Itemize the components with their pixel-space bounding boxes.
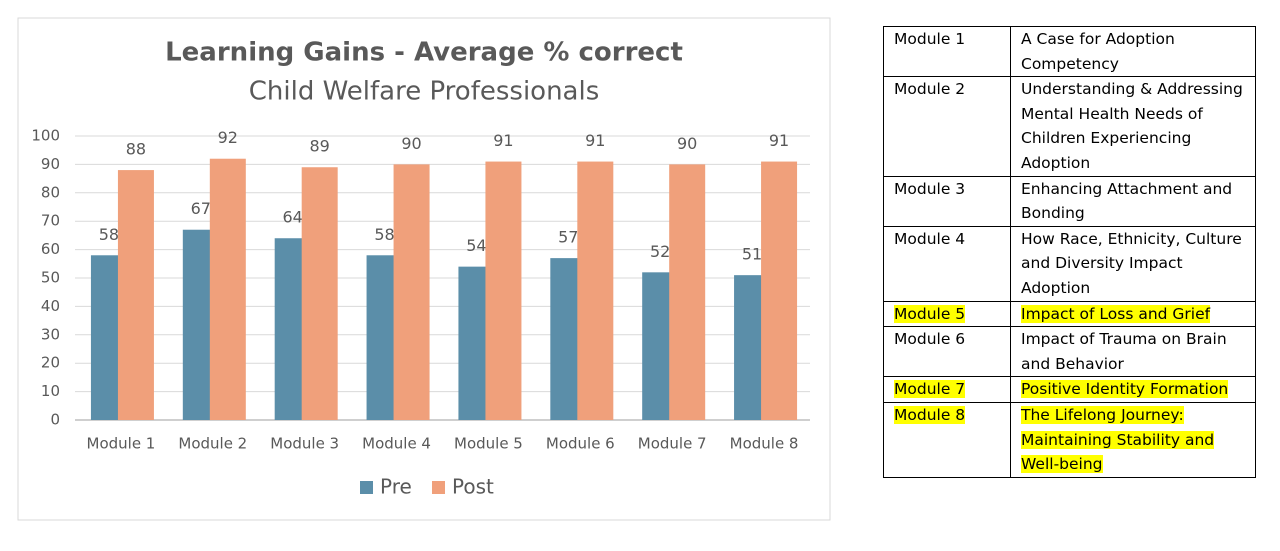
data-label: 58 [99, 225, 119, 244]
module-name: Module 8 [894, 405, 966, 424]
data-label: 57 [558, 228, 578, 247]
data-label: 91 [493, 131, 513, 150]
table-row: Module 2 Understanding & Addressing Menta… [883, 76, 1256, 177]
y-tick-label: 100 [31, 127, 60, 145]
module-name: Module 3 [894, 179, 966, 198]
chart: Learning Gains - Average % correct Child… [17, 17, 831, 521]
module-title: Enhancing Attachment and Bonding [1021, 179, 1233, 223]
x-tick-label: Module 4 [362, 435, 431, 453]
table-cell: Module 5 [883, 300, 1011, 328]
module-name: Module 1 [894, 30, 966, 48]
bar [485, 161, 522, 420]
module-title: Positive Identity Formation [1021, 380, 1229, 399]
data-label: 51 [742, 245, 762, 264]
module-title: The Lifelong Journey: Maintaining Stabil… [1021, 405, 1215, 474]
y-tick-label: 90 [41, 155, 60, 173]
table-cell: A Case for Adoption Competency [1010, 25, 1256, 78]
table-cell: Positive Identity Formation [1010, 376, 1256, 403]
x-tick-label: Module 1 [87, 435, 156, 453]
table-row: Module 7 Positive Identity Formation [883, 376, 1256, 403]
data-label: 89 [310, 137, 330, 156]
x-tick-label: Module 6 [546, 435, 615, 453]
chart-title: Learning Gains - Average % correct [165, 38, 683, 68]
table-cell: Module 4 [883, 225, 1011, 302]
module-name: Module 6 [894, 330, 966, 349]
data-label: 90 [401, 134, 421, 153]
table-row: Module 4 How Race, Ethnicity, Culture and… [883, 225, 1256, 302]
chart-subtitle: Child Welfare Professionals [249, 77, 600, 107]
y-tick-label: 10 [41, 382, 60, 400]
legend-swatch [360, 481, 373, 494]
module-name: Module 7 [894, 380, 966, 399]
table-cell: Understanding & Addressing Mental Health… [1010, 76, 1256, 177]
bar [209, 158, 246, 420]
table-row: Module 6 Impact of Trauma on Brain and Be… [883, 326, 1256, 378]
y-tick-label: 20 [41, 354, 60, 372]
x-tick-label: Module 7 [638, 435, 707, 453]
y-tick-label: 70 [41, 212, 60, 230]
legend-label: Post [452, 475, 494, 499]
y-tick-label: 0 [50, 411, 60, 429]
x-tick-label: Module 3 [270, 435, 339, 453]
table-cell: Module 6 [883, 326, 1011, 378]
module-name: Module 2 [894, 80, 966, 99]
data-label: 67 [191, 199, 211, 218]
table-row: Module 3 Enhancing Attachment and Bonding [883, 175, 1256, 227]
bar [393, 164, 430, 420]
table-row: Module 1 A Case for Adoption Competency [883, 25, 1256, 78]
module-title: Impact of Loss and Grief [1021, 304, 1211, 323]
data-label: 91 [769, 131, 789, 150]
table-cell: Module 8 [883, 401, 1011, 478]
bar [577, 161, 614, 420]
table-cell: Impact of Trauma on Brain and Behavior [1010, 326, 1256, 378]
data-label: 64 [283, 208, 303, 227]
y-tick-label: 50 [41, 269, 60, 287]
y-tick-label: 30 [41, 325, 60, 343]
x-tick-label: Module 5 [454, 435, 523, 453]
legend-swatch [432, 481, 445, 494]
table-cell: Module 3 [883, 175, 1011, 227]
y-tick-label: 80 [41, 183, 60, 201]
y-tick-label: 40 [41, 297, 60, 315]
data-label: 90 [677, 134, 697, 153]
data-label: 52 [650, 242, 670, 261]
table-cell: The Lifelong Journey: Maintaining Stabil… [1010, 401, 1256, 478]
module-name: Module 4 [894, 229, 966, 248]
data-label: 92 [218, 128, 238, 147]
y-tick-label: 60 [41, 240, 60, 258]
table-cell: Module 2 [883, 76, 1011, 177]
module-title: A Case for Adoption Competency [1021, 30, 1175, 73]
bar [761, 161, 798, 420]
bar [669, 164, 706, 420]
table-cell: Module 1 [883, 25, 1011, 78]
module-title: How Race, Ethnicity, Culture and Diversi… [1021, 229, 1242, 297]
x-tick-label: Module 8 [730, 435, 799, 453]
data-label: 58 [374, 225, 394, 244]
module-title: Impact of Trauma on Brain and Behavior [1021, 330, 1227, 373]
module-name: Module 5 [894, 304, 966, 323]
legend-label: Pre [380, 475, 412, 499]
x-tick-label: Module 2 [178, 435, 247, 453]
data-label: 54 [466, 236, 486, 255]
table-row: Module 8 The Lifelong Journey: Maintainin… [883, 401, 1256, 478]
bar [117, 170, 154, 420]
bar [301, 167, 338, 420]
data-label: 88 [126, 140, 146, 159]
module-title: Understanding & Addressing Mental Health… [1021, 80, 1243, 172]
data-label: 91 [585, 131, 605, 150]
table-cell: Module 7 [883, 376, 1011, 403]
table-cell: How Race, Ethnicity, Culture and Diversi… [1010, 225, 1256, 302]
table-cell: Enhancing Attachment and Bonding [1010, 175, 1256, 227]
table-row: Module 5 Impact of Loss and Grief [883, 300, 1256, 328]
table-cell: Impact of Loss and Grief [1010, 300, 1256, 328]
